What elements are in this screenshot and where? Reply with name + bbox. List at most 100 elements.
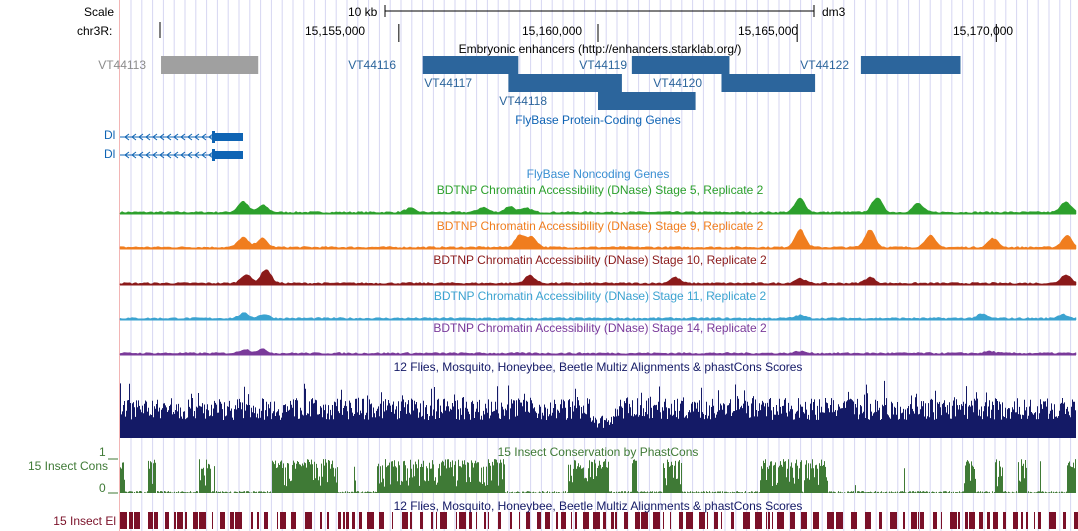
gene-label-dl[interactable]: Dl	[104, 147, 116, 161]
enhancer-label-vt44116[interactable]: VT44116	[348, 58, 396, 72]
insect-el-block	[177, 512, 183, 529]
insect-el-block	[431, 512, 433, 529]
dnase-signal-3	[119, 312, 1077, 321]
insect-el-block	[1013, 512, 1018, 529]
insect-el-block	[911, 512, 917, 529]
strand-arrow	[187, 133, 193, 141]
insect-el-block	[456, 512, 457, 529]
insect-el-block	[545, 512, 550, 529]
enhancer-label-vt44120[interactable]: VT44120	[653, 76, 702, 90]
insect-el-block	[359, 512, 362, 529]
enhancer-label-vt44113[interactable]: VT44113	[98, 58, 146, 72]
dnase-signal-0	[119, 197, 1077, 215]
strand-arrow	[194, 133, 200, 141]
dnase-stage9-title[interactable]: BDTNP Chromatin Accessibility (DNase) St…	[436, 219, 764, 233]
insect-el-block	[1026, 512, 1028, 529]
enhancer-vt44117	[508, 74, 622, 92]
multiz-wiggle	[120, 380, 1076, 438]
insect-el-block	[663, 512, 664, 529]
strand-arrow	[124, 151, 130, 159]
insect-el-block	[148, 512, 153, 529]
strand-arrow	[152, 151, 158, 159]
strand-arrow	[166, 151, 172, 159]
insect-el-block	[212, 512, 213, 529]
insect-cons-track-title[interactable]: 15 Insect Conservation by PhastCons	[497, 445, 699, 459]
scale-label: Scale	[84, 5, 115, 19]
gene-utr	[212, 131, 215, 143]
dnase-stage14-title[interactable]: BDTNP Chromatin Accessibility (DNase) St…	[433, 321, 767, 335]
insect-el-block	[699, 512, 705, 529]
dnase-stage10-title[interactable]: BDTNP Chromatin Accessibility (DNase) St…	[433, 253, 767, 267]
insect-el-block	[743, 512, 750, 529]
enhancer-vt44119	[631, 56, 730, 74]
enhancer-label-vt44118[interactable]: VT44118	[499, 94, 547, 108]
insect-el-block	[440, 512, 447, 529]
insect-el-block	[484, 512, 486, 529]
insect-el-block	[686, 512, 693, 529]
enhancer-label-vt44119[interactable]: VT44119	[579, 58, 627, 72]
insect-el-block	[801, 512, 807, 529]
insect-el-block	[410, 512, 412, 529]
insect-el-block	[346, 512, 349, 529]
insect-el-block	[1038, 512, 1041, 529]
insect-el-side-label[interactable]: 15 Insect El	[53, 514, 116, 528]
insect-el-block	[561, 512, 566, 529]
insect-el-block	[519, 512, 520, 529]
insect-el-block	[230, 512, 234, 529]
insect-el-block	[721, 512, 722, 529]
insect-el-block	[731, 512, 734, 529]
multiz-track-title[interactable]: 12 Flies, Mosquito, Honeybee, Beetle Mul…	[393, 360, 803, 374]
insect-el-block	[436, 512, 437, 529]
gene-label-dl[interactable]: Dl	[104, 128, 116, 142]
strand-arrow	[208, 133, 214, 141]
dnase-stage11-title[interactable]: BDTNP Chromatin Accessibility (DNase) St…	[433, 289, 767, 303]
gene-utr	[212, 149, 215, 161]
strand-arrow	[173, 133, 179, 141]
insect-cons-side-label[interactable]: 15 Insect Cons	[27, 459, 108, 473]
insect-el-block	[526, 512, 530, 529]
protein-coding-track-title[interactable]: FlyBase Protein-Coding Genes	[515, 113, 681, 127]
insect-el-block	[1003, 512, 1006, 529]
insect-el-block	[235, 512, 242, 529]
insect-el-block	[641, 512, 648, 529]
strand-arrow	[131, 151, 137, 159]
enhancer-label-vt44117[interactable]: VT44117	[424, 76, 472, 90]
insect-el-block	[670, 512, 671, 529]
enhancer-vt44122	[860, 56, 961, 74]
strand-arrow	[208, 151, 214, 159]
insect-el-block	[969, 512, 975, 529]
insect-el-block	[583, 512, 589, 529]
insect-el-block	[556, 512, 558, 529]
insect-el-block	[510, 512, 512, 529]
insect-el-block	[193, 512, 198, 529]
insect-cons-axis-min: 0	[99, 481, 106, 495]
insect-el-block	[257, 512, 259, 529]
dnase-stage5-title[interactable]: BDTNP Chromatin Accessibility (DNase) St…	[436, 183, 764, 197]
strand-arrow	[180, 133, 186, 141]
insect-el-track-title[interactable]: 12 Flies, Mosquito, Honeybee, Beetle Mul…	[393, 499, 803, 513]
insect-el-block	[327, 512, 329, 529]
insect-cons-bars	[120, 459, 1076, 493]
gene-exon	[215, 133, 243, 141]
insect-el-block	[280, 512, 286, 529]
insect-el-block	[1063, 512, 1066, 529]
insect-el-block	[367, 512, 374, 529]
noncoding-track-title[interactable]: FlyBase Noncoding Genes	[526, 167, 670, 181]
insect-el-block	[790, 512, 795, 529]
insect-el-block	[174, 512, 176, 529]
insect-el-block	[291, 512, 296, 529]
enhancers-track-title[interactable]: Embryonic enhancers (http://enhancers.st…	[458, 42, 742, 56]
dnase-signal-1	[119, 228, 1077, 250]
enhancer-label-vt44122[interactable]: VT44122	[800, 58, 849, 72]
insect-el-block	[707, 512, 708, 529]
insect-el-block	[593, 512, 600, 529]
insect-el-block	[851, 512, 857, 529]
strand-arrow	[145, 133, 151, 141]
insect-el-block	[865, 512, 871, 529]
coord-tick-label: 15,170,000	[953, 24, 1014, 38]
enhancer-vt44113	[161, 56, 259, 74]
insect-el-block	[903, 512, 905, 529]
dnase-signal-2	[119, 269, 1077, 286]
